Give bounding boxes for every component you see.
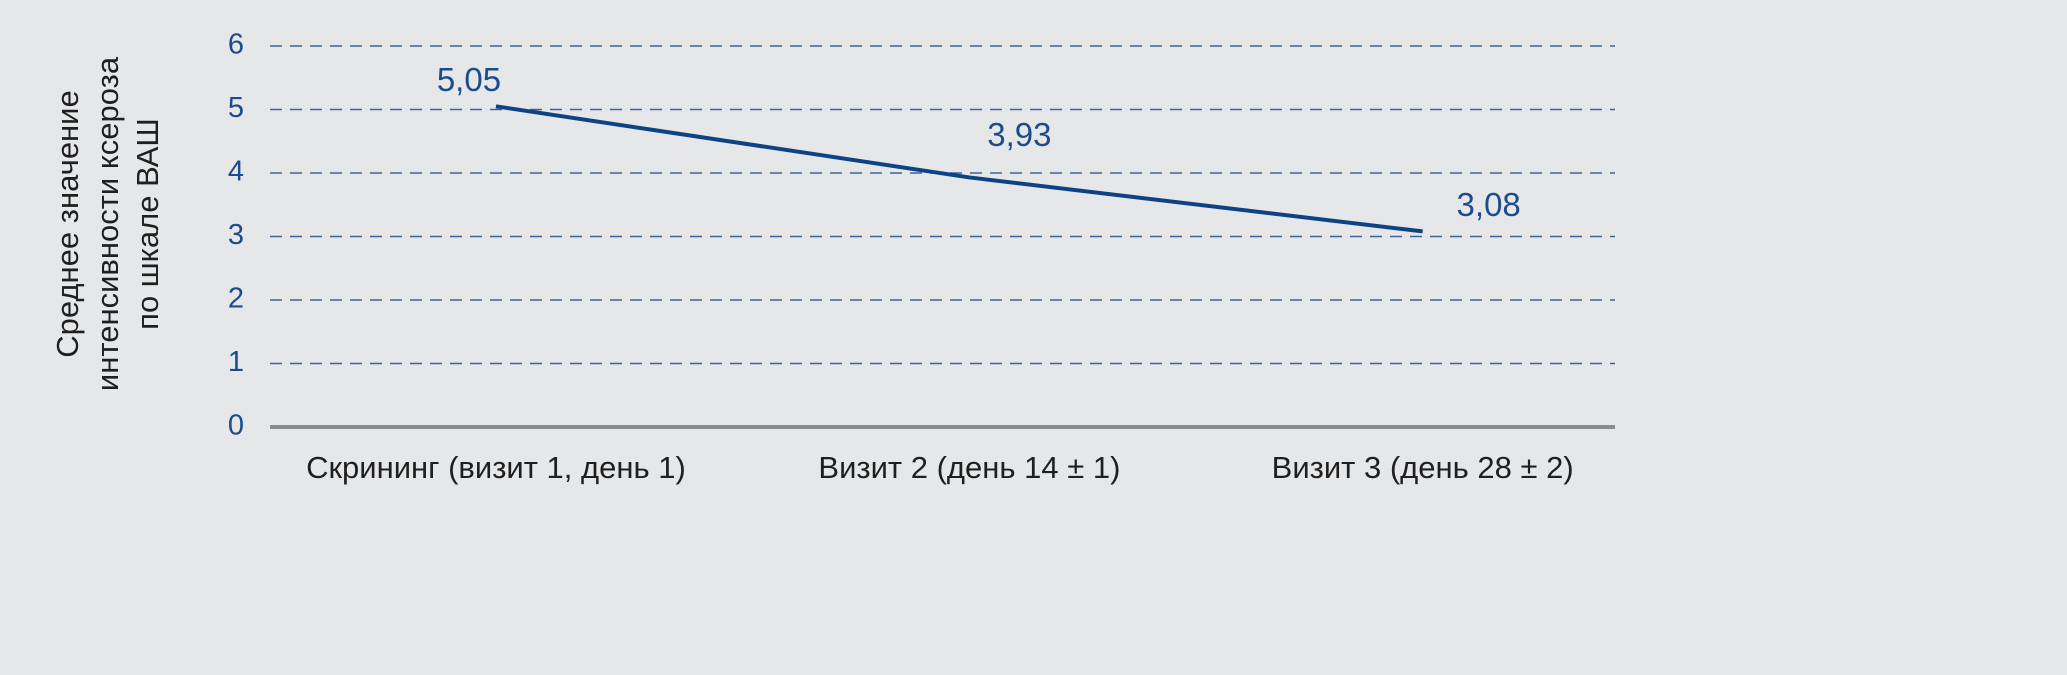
y-tick-label: 4 <box>228 156 244 188</box>
y-tick-label: 6 <box>228 29 244 61</box>
y-tick-label: 2 <box>228 283 244 315</box>
value-label: 5,05 <box>437 61 501 98</box>
y-tick-label: 5 <box>228 92 244 124</box>
y-axis-label-line: Среднее значение <box>50 90 85 357</box>
y-tick-label: 3 <box>228 219 244 251</box>
y-tick-label: 0 <box>228 410 244 442</box>
x-tick-label: Визит 2 (день 14 ± 1) <box>818 450 1120 485</box>
y-axis-label-line: интенсивности ксероза <box>90 56 125 391</box>
y-tick-label: 1 <box>228 346 244 378</box>
y-axis-label: Среднее значение интенсивности ксероза п… <box>50 56 165 391</box>
value-label: 3,93 <box>987 116 1051 153</box>
value-label: 3,08 <box>1457 186 1521 223</box>
y-axis-label-line: по шкале ВАШ <box>130 118 165 330</box>
data-line <box>495 104 1423 234</box>
x-tick-label: Визит 3 (день 28 ± 2) <box>1272 450 1574 485</box>
x-tick-label: Скрининг (визит 1, день 1) <box>306 450 686 485</box>
